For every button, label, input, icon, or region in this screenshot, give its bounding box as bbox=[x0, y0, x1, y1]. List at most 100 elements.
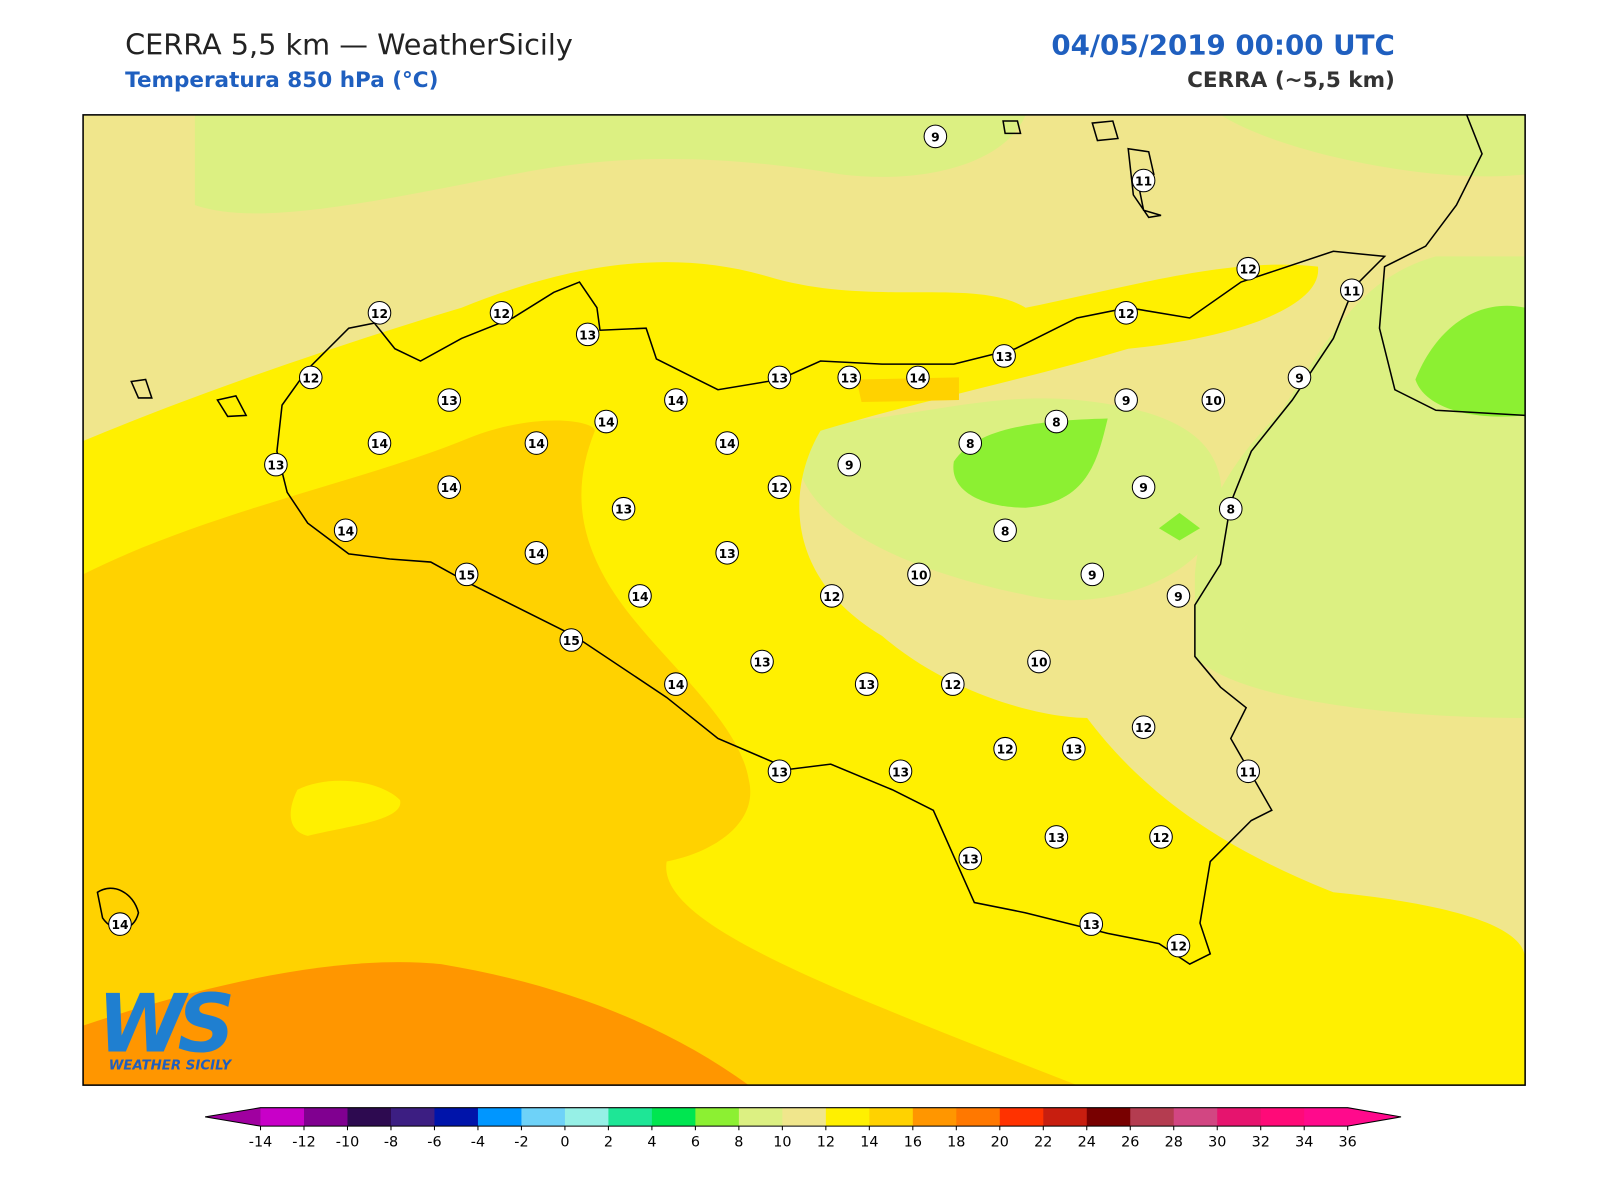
station-value: 10 bbox=[1030, 656, 1047, 670]
station-marker bbox=[524, 431, 549, 455]
colorbar-tick-label: 0 bbox=[560, 1135, 569, 1151]
station-value: 13 bbox=[771, 765, 788, 779]
colorbar-tick-label: 12 bbox=[817, 1135, 835, 1151]
station: 15 bbox=[559, 628, 584, 652]
station-marker bbox=[1236, 759, 1260, 784]
station-value: 13 bbox=[771, 371, 788, 385]
station: 8 bbox=[1044, 409, 1069, 434]
station-marker bbox=[437, 388, 462, 412]
station-value: 14 bbox=[667, 394, 684, 408]
station-value: 14 bbox=[528, 437, 545, 451]
station-value: 13 bbox=[858, 678, 875, 692]
station-marker bbox=[888, 759, 913, 784]
station-marker bbox=[1131, 715, 1156, 739]
station: 14 bbox=[664, 672, 688, 696]
color-segment bbox=[869, 1107, 914, 1127]
color-segment bbox=[738, 1107, 783, 1127]
station-value: 12 bbox=[1118, 307, 1135, 321]
station-marker bbox=[559, 628, 584, 652]
color-segment bbox=[304, 1107, 348, 1127]
color-segment bbox=[999, 1107, 1044, 1127]
station-marker bbox=[854, 672, 879, 696]
station-value: 12 bbox=[1135, 721, 1152, 735]
model: CERRA (~5,5 km) bbox=[1187, 68, 1395, 93]
field-8-10 bbox=[1220, 114, 1526, 177]
colorbar: -14 -12 -10 -8 -6 -4 -2 0 2 4 6 8 10 12 14 16 18 20 22 24 26… bbox=[205, 1107, 1402, 1151]
station-value: 8 bbox=[1001, 524, 1010, 538]
station: 12 bbox=[767, 475, 792, 499]
station-value: 13 bbox=[1065, 743, 1082, 757]
station-marker bbox=[993, 736, 1017, 761]
station: 13 bbox=[888, 759, 913, 784]
station-marker bbox=[1131, 475, 1156, 499]
station-value: 12 bbox=[493, 307, 510, 321]
station-value: 14 bbox=[719, 437, 736, 451]
logo-name: WEATHER SICILY bbox=[109, 1059, 233, 1074]
station-value: 14 bbox=[528, 547, 545, 561]
colorbar-tick-label: 28 bbox=[1165, 1135, 1183, 1151]
colorbar-extend bbox=[1347, 1107, 1402, 1127]
colorbar-tick-label: -12 bbox=[292, 1135, 315, 1151]
station-marker bbox=[1287, 365, 1312, 390]
station-marker bbox=[1166, 584, 1191, 608]
color-segment bbox=[825, 1107, 870, 1127]
color-segment bbox=[1304, 1107, 1349, 1127]
station-marker bbox=[819, 584, 844, 608]
station: 9 bbox=[923, 124, 948, 149]
island bbox=[130, 120, 1162, 418]
station-value: 12 bbox=[771, 481, 788, 495]
station-value: 9 bbox=[1088, 568, 1097, 582]
station-value: 13 bbox=[615, 503, 632, 517]
station: 12 bbox=[941, 672, 965, 696]
station-marker bbox=[1114, 388, 1138, 412]
station-value: 10 bbox=[1205, 394, 1222, 408]
station: 13 bbox=[437, 388, 462, 412]
field-8-10 bbox=[194, 114, 1026, 214]
station-value: 8 bbox=[966, 437, 975, 451]
station: 14 bbox=[524, 431, 549, 455]
color-segment bbox=[782, 1107, 827, 1127]
station-marker bbox=[993, 518, 1017, 543]
station-marker bbox=[767, 475, 792, 499]
station-value: 13 bbox=[579, 328, 596, 342]
station-value: 13 bbox=[753, 656, 770, 670]
field-12-14 bbox=[290, 780, 401, 836]
color-segment bbox=[651, 1107, 696, 1127]
station-value: 15 bbox=[563, 634, 580, 648]
colorbar-tick-label: 26 bbox=[1121, 1135, 1139, 1151]
colorbar-tick-label: -4 bbox=[471, 1135, 485, 1151]
station: 11 bbox=[1131, 168, 1156, 193]
colorbar-tick-label: 22 bbox=[1034, 1135, 1052, 1151]
station-value: 13 bbox=[892, 765, 909, 779]
station-value: 12 bbox=[302, 371, 319, 385]
station: 13 bbox=[767, 365, 792, 390]
station-value: 14 bbox=[371, 437, 388, 451]
station: 9 bbox=[1114, 388, 1138, 412]
field-6-8 bbox=[1415, 305, 1526, 417]
station: 9 bbox=[1166, 584, 1191, 608]
station: 13 bbox=[854, 672, 879, 696]
station-marker bbox=[333, 518, 358, 543]
station-marker bbox=[264, 452, 288, 477]
field-6-8 bbox=[953, 418, 1108, 508]
station: 14 bbox=[715, 431, 739, 455]
station: 13 bbox=[767, 759, 792, 784]
station-value: 14 bbox=[598, 416, 615, 430]
station-value: 9 bbox=[1122, 394, 1131, 408]
stations: 9 11 12 11 12 12 13 12 12 13 14 13 13 14 13 9 10 9 8 8 14 14 1… bbox=[108, 124, 1364, 958]
station: 13 bbox=[264, 452, 288, 477]
color-segment bbox=[1217, 1107, 1262, 1127]
station-marker bbox=[958, 431, 983, 455]
station: 13 bbox=[958, 846, 983, 871]
station-value: 13 bbox=[1048, 831, 1065, 845]
station: 13 bbox=[611, 496, 636, 521]
station: 10 bbox=[907, 562, 931, 587]
station: 11 bbox=[1236, 759, 1260, 784]
station: 13 bbox=[1044, 825, 1069, 849]
station: 13 bbox=[1062, 736, 1086, 761]
station-value: 9 bbox=[1174, 590, 1183, 604]
station: 12 bbox=[993, 736, 1017, 761]
station-marker bbox=[837, 365, 862, 390]
station-marker bbox=[454, 562, 479, 587]
